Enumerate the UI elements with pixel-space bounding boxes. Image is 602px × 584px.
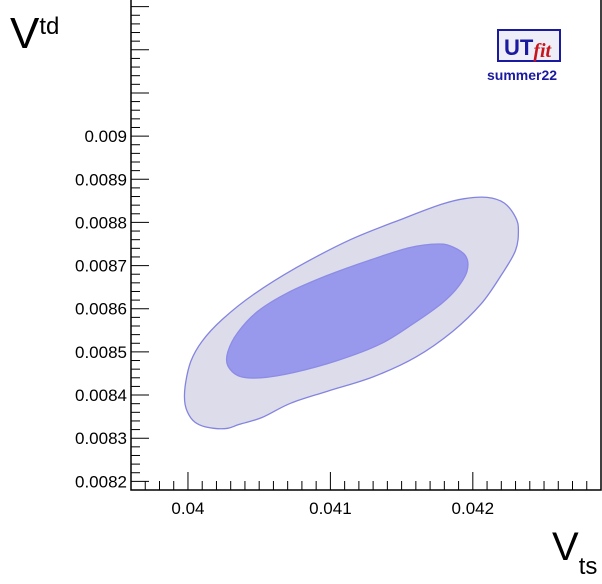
- logo-text: UTfit: [504, 35, 553, 62]
- y-tick-label: 0.0084: [75, 386, 127, 405]
- x-axis: 0.04 0.041 0.042: [130, 472, 602, 518]
- x-axis-title: Vts: [552, 525, 597, 580]
- contour-regions: [183, 196, 520, 430]
- y-tick-label: 0.0088: [75, 213, 127, 232]
- x-tick-label: 0.04: [171, 499, 204, 518]
- utfit-logo: UTfit summer22: [487, 29, 561, 83]
- y-tick-label: 0.0085: [75, 343, 127, 362]
- y-tick-label: 0.0083: [75, 429, 127, 448]
- x-tick-label: 0.042: [452, 499, 495, 518]
- y-axis-title: Vtd: [10, 9, 59, 58]
- logo-subtitle: summer22: [487, 67, 557, 83]
- y-tick-label: 0.0086: [75, 300, 127, 319]
- plot-frame: [130, 0, 602, 491]
- y-tick-label: 0.0082: [75, 472, 127, 491]
- logo-box: [497, 29, 561, 62]
- x-tick-label: 0.041: [309, 499, 352, 518]
- y-tick-label: 0.0089: [75, 170, 127, 189]
- contour-region-68: [225, 243, 469, 379]
- y-tick-label: 0.009: [84, 127, 127, 146]
- y-axis: 0.0082 0.0083 0.0084 0.0085 0.0086 0.0087 0.00…: [75, 6, 149, 491]
- y-tick-label: 0.0087: [75, 257, 127, 276]
